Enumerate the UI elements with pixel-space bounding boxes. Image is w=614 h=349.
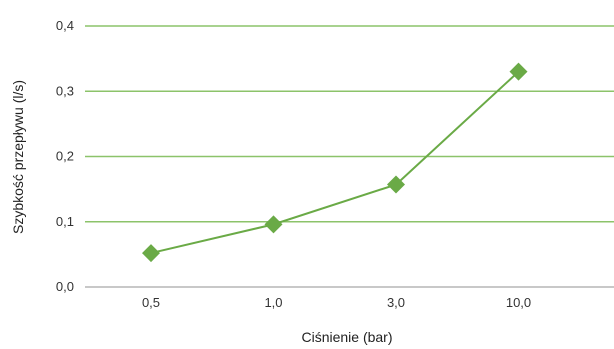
data-point-marker <box>264 215 283 234</box>
y-tick-label: 0,4 <box>56 18 74 33</box>
y-tick-labels: 0,0 0,1 0,2 0,3 0,4 <box>56 18 74 294</box>
x-tick-label: 1,0 <box>264 295 282 310</box>
grid-lines <box>85 25 614 288</box>
data-point-marker <box>142 244 160 263</box>
x-tick-label: 0,5 <box>142 295 160 310</box>
y-tick-label: 0,0 <box>56 279 74 294</box>
x-axis-title: Ciśnienie (bar) <box>301 329 392 345</box>
y-axis-title: Szybkość przepływu (l/s) <box>10 80 26 234</box>
y-tick-label: 0,2 <box>56 149 74 164</box>
data-point-marker <box>387 175 405 194</box>
y-tick-label: 0,3 <box>56 83 74 98</box>
x-tick-label: 3,0 <box>387 295 405 310</box>
data-markers <box>142 62 528 263</box>
x-tick-labels: 0,5 1,0 3,0 10,0 <box>142 295 531 310</box>
y-tick-label: 0,1 <box>56 214 74 229</box>
series-line <box>150 70 520 255</box>
data-point-marker <box>509 62 528 81</box>
x-tick-label: 10,0 <box>506 295 531 310</box>
